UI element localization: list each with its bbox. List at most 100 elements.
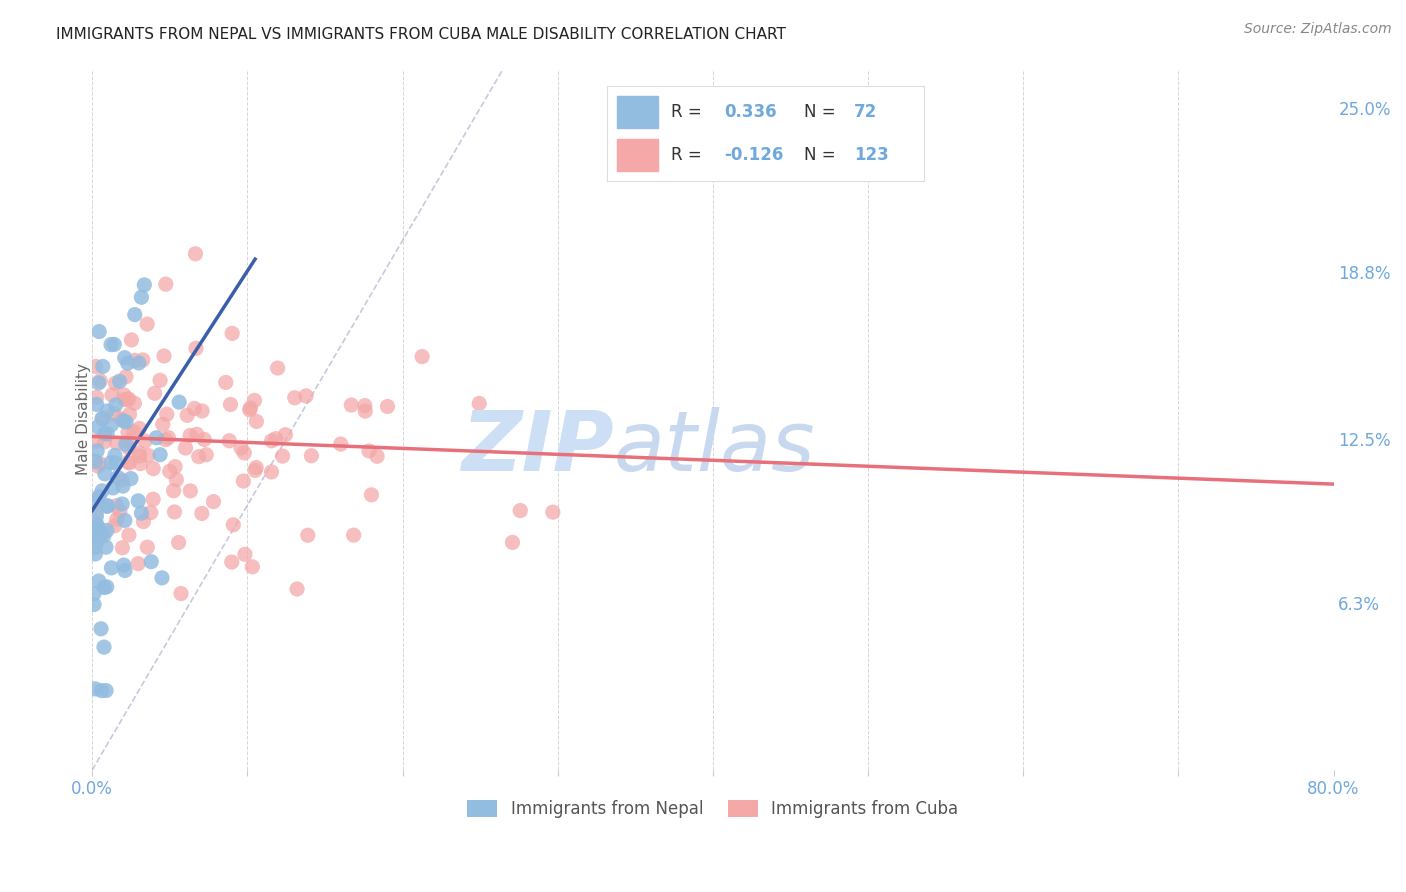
Point (124, 396, 146, 410)
Point (153, 349, 176, 363)
Point (112, 414, 135, 428)
Point (112, 558, 135, 572)
Point (222, 517, 245, 532)
Point (83, 598, 105, 612)
Point (118, 392, 141, 406)
Point (100, 456, 122, 470)
Point (108, 375, 131, 389)
Point (93, 581, 115, 595)
Point (193, 433, 215, 447)
Point (240, 559, 263, 574)
Point (167, 395, 190, 409)
Point (354, 399, 377, 413)
Point (104, 449, 127, 463)
Point (84, 547, 107, 561)
Point (100, 561, 122, 575)
Point (87, 420, 110, 434)
Text: Source: ZipAtlas.com: Source: ZipAtlas.com (1244, 22, 1392, 37)
Point (120, 333, 142, 347)
Point (105, 499, 128, 513)
Point (101, 481, 124, 495)
Point (86, 390, 108, 404)
Point (184, 247, 207, 261)
Point (89, 325, 111, 339)
Point (128, 356, 150, 370)
Point (218, 434, 240, 448)
Point (184, 341, 207, 355)
Point (149, 448, 172, 462)
Point (111, 497, 134, 511)
Point (186, 427, 208, 442)
Point (96, 427, 118, 442)
Point (155, 433, 177, 447)
Point (128, 421, 150, 435)
Point (89, 374, 111, 388)
Point (132, 515, 155, 529)
Point (114, 351, 136, 365)
Point (183, 401, 205, 416)
Point (103, 337, 125, 351)
Point (329, 437, 352, 451)
Point (163, 505, 186, 519)
Point (87, 524, 110, 538)
Point (94, 683, 117, 698)
Point (239, 401, 262, 415)
Point (165, 459, 187, 474)
Point (233, 446, 256, 460)
Point (89, 490, 111, 504)
Point (243, 463, 266, 477)
Point (132, 353, 155, 368)
Point (167, 535, 190, 549)
Point (96, 524, 118, 538)
Point (111, 541, 134, 555)
Point (96, 404, 118, 418)
Point (134, 277, 156, 292)
Point (90, 527, 112, 541)
Point (86, 443, 108, 458)
Point (104, 518, 127, 533)
Point (120, 472, 142, 486)
Point (285, 582, 308, 596)
Point (89, 457, 111, 471)
Point (87, 574, 110, 588)
Point (100, 417, 122, 432)
Point (89, 523, 111, 537)
Point (127, 557, 149, 571)
Point (187, 450, 209, 464)
Point (129, 457, 152, 471)
Point (136, 449, 159, 463)
Point (295, 389, 318, 403)
Point (96, 580, 118, 594)
Point (149, 373, 172, 387)
Point (502, 535, 524, 549)
Point (86, 533, 108, 548)
Point (139, 506, 162, 520)
Point (105, 512, 128, 526)
Point (179, 428, 201, 442)
Point (111, 473, 134, 487)
Point (245, 414, 267, 428)
Point (145, 431, 167, 445)
Point (509, 503, 531, 517)
Point (117, 455, 139, 469)
Point (117, 441, 139, 455)
Point (142, 492, 165, 507)
Point (128, 446, 150, 460)
Point (111, 479, 134, 493)
Point (299, 449, 322, 463)
Point (84, 454, 107, 468)
Point (221, 555, 243, 569)
Point (143, 386, 166, 401)
Point (117, 425, 139, 440)
Point (96, 500, 118, 514)
Point (97, 499, 120, 513)
Point (245, 460, 267, 475)
Point (100, 337, 122, 351)
Point (229, 441, 252, 455)
Point (107, 470, 129, 484)
Point (101, 388, 124, 402)
Point (134, 434, 156, 448)
Point (142, 461, 165, 475)
Point (84, 541, 107, 555)
Point (110, 412, 132, 426)
